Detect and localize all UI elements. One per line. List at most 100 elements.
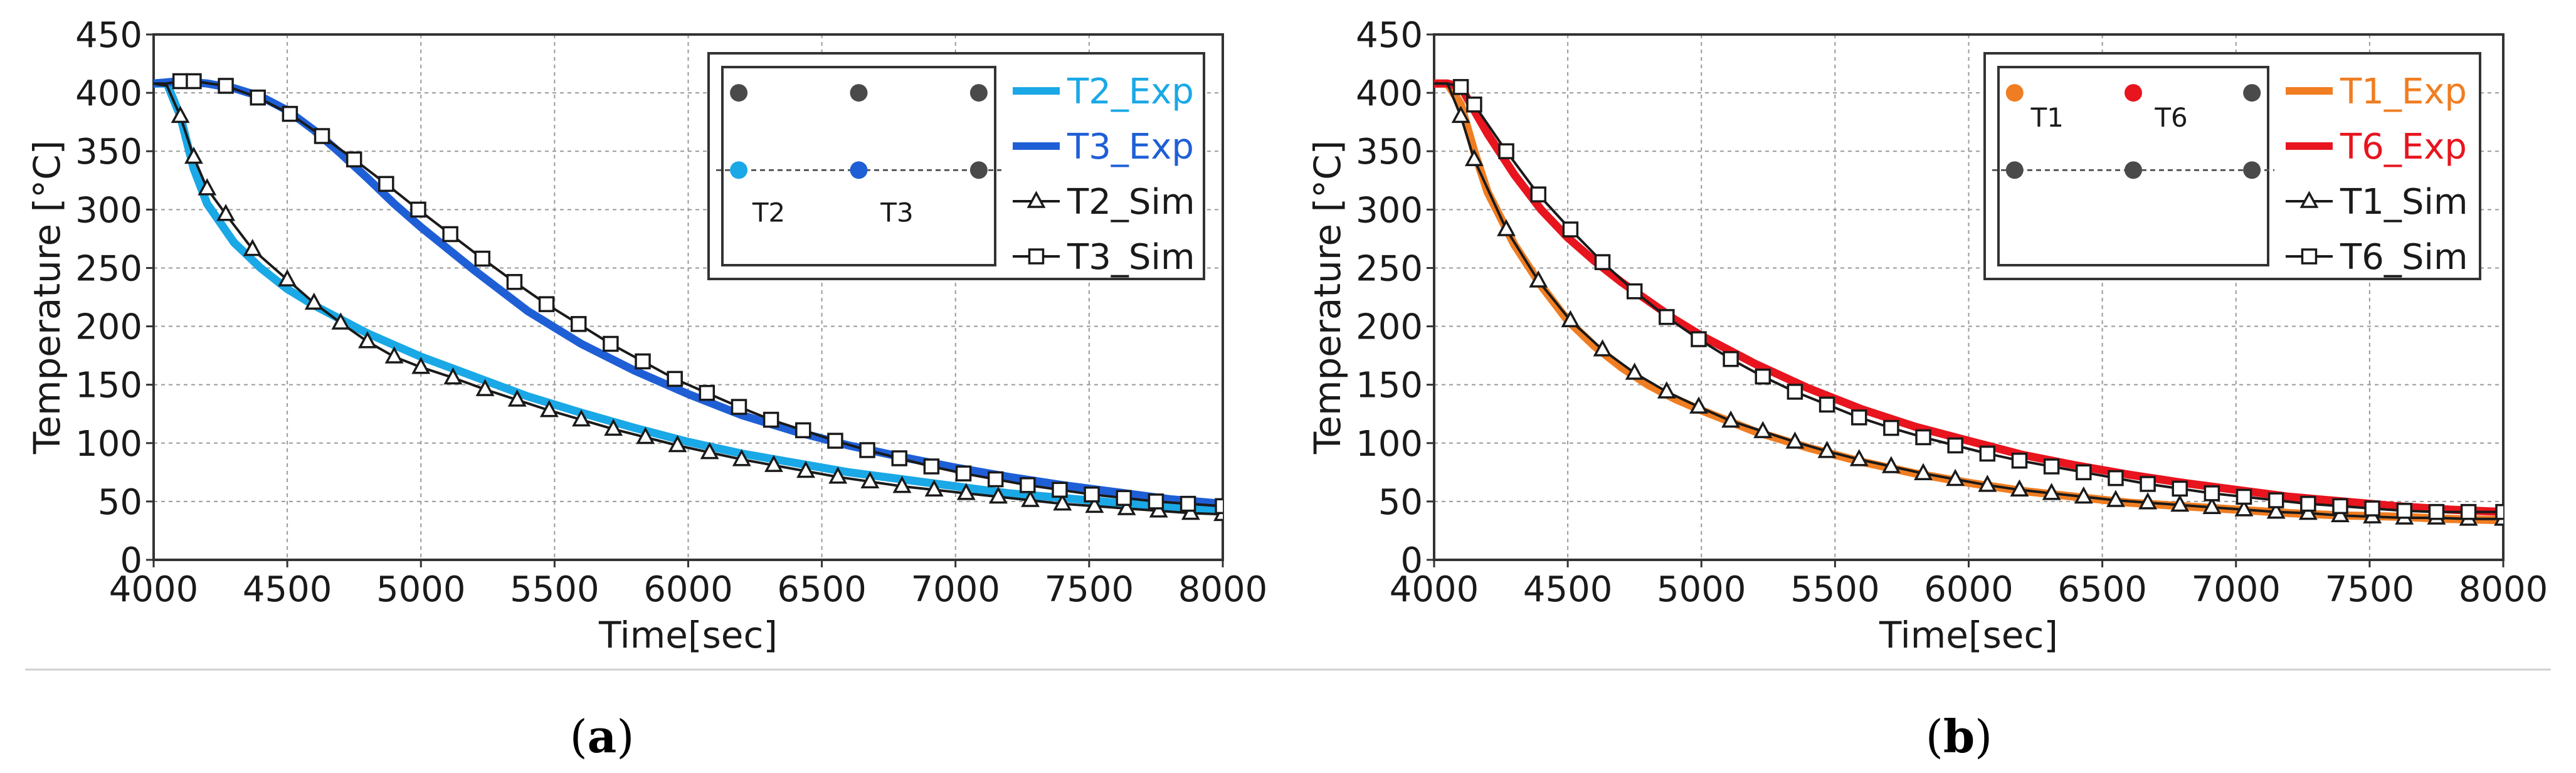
point-T6_Sim (1723, 350, 1739, 367)
sensor-dot (2243, 84, 2261, 102)
y-tick-label: 50 (1378, 482, 1423, 523)
x-tick-label: 6500 (777, 569, 867, 610)
point-T6_Sim (2428, 503, 2445, 520)
legend-marker (2301, 248, 2318, 265)
point-T3_Sim (891, 450, 907, 466)
point-T1_Sim (1817, 441, 1837, 458)
point-T3_Sim (699, 384, 715, 401)
sensor-dot (2005, 84, 2024, 102)
point-T2_Sim (216, 204, 236, 221)
point-T3_Sim (506, 274, 523, 290)
panel-caption: (a) (570, 710, 635, 763)
point-T6_Sim (2076, 464, 2092, 481)
point-T6_Sim (1562, 221, 1579, 238)
point-T3_Sim (731, 399, 747, 415)
point-T1_Sim (1529, 270, 1548, 288)
sensor-dot (2125, 84, 2142, 102)
point-T6_Sim (1755, 368, 1771, 385)
point-T6_Sim (1530, 186, 1546, 202)
sensor-dot (730, 84, 748, 102)
point-T2_Sim (700, 442, 719, 460)
point-T2_Sim (1117, 498, 1136, 515)
point-T1_Sim (1721, 410, 1741, 428)
sensor-dot (730, 161, 748, 179)
y-tick-label: 200 (1356, 307, 1423, 348)
point-T3_Sim (570, 316, 587, 332)
point-T6_Sim (2267, 492, 2284, 508)
point-T2_Sim (989, 486, 1008, 504)
x-tick-label: 5500 (1790, 569, 1880, 610)
legend-label-T6_Sim: T6_Sim (2340, 237, 2468, 278)
y-tick-label: 350 (75, 132, 142, 172)
sensor-inset: T1 T6 (1992, 66, 2274, 266)
point-T2_Sim (475, 379, 495, 396)
legend-marker (2299, 191, 2319, 208)
point-T2_Sim (198, 178, 217, 196)
x-tick-label: 5500 (510, 569, 599, 610)
point-T3_Sim (667, 371, 683, 387)
y-tick-label: 100 (1356, 424, 1423, 465)
point-T3_Sim (410, 201, 426, 218)
point-T3_Sim (1116, 490, 1132, 507)
sensor-dot (969, 84, 988, 102)
point-T1_Sim (1451, 105, 1470, 124)
point-T2_Sim (1181, 502, 1200, 520)
y-axis-label: Temperature [°C] (26, 140, 68, 455)
point-T1_Sim (2331, 505, 2350, 522)
legend-label-T3_Sim: T3_Sim (1067, 237, 1195, 278)
x-tick-label: 8000 (1178, 569, 1268, 610)
x-tick-label: 7000 (911, 569, 1000, 610)
point-T1_Sim (2202, 497, 2222, 514)
panel-a-chart: 4000 4500 5000 5500 6000 6500 7000 7500 8000 0 50 1… (26, 15, 1267, 763)
point-T1_Sim (2266, 501, 2286, 519)
point-T6_Sim (2140, 476, 2156, 492)
x-tick-label: 7500 (1045, 569, 1134, 610)
y-tick-label: 250 (75, 248, 142, 289)
point-T2_Sim (636, 426, 655, 444)
point-T1_Sim (1625, 362, 1644, 380)
y-tick-label: 150 (75, 365, 142, 406)
point-T2_Sim (604, 418, 623, 436)
y-tick-label: 100 (75, 424, 142, 465)
sensor-label: T2 (752, 197, 785, 228)
point-T6_Sim (1466, 96, 1482, 113)
point-T2_Sim (1085, 495, 1104, 513)
point-T2_Sim (278, 269, 297, 287)
legend-label-T6_Exp: T6_Exp (2340, 127, 2467, 167)
y-tick-label: 50 (98, 482, 142, 523)
point-T1_Sim (1753, 421, 1773, 438)
y-tick-label: 300 (1356, 190, 1423, 231)
point-T2_Sim (443, 367, 463, 385)
point-T2_Sim (828, 466, 848, 484)
point-T1_Sim (1689, 396, 1708, 414)
legend-label-T2_Exp: T2_Exp (1067, 71, 1194, 112)
point-T6_Sim (1947, 437, 1963, 454)
point-T6_Sim (2332, 498, 2348, 515)
point-T6_Sim (2396, 503, 2413, 519)
point-T1_Sim (1785, 431, 1805, 449)
point-T2_Sim (956, 483, 976, 500)
point-T6_Sim (2495, 503, 2503, 520)
point-T6_Sim (1787, 384, 1803, 400)
point-T2_Sim (539, 399, 559, 418)
point-T1_Sim (1978, 475, 1997, 492)
point-T6_Sim (1979, 445, 1996, 462)
point-T2_Sim (892, 476, 912, 493)
series-line-T2_Exp (154, 79, 1223, 515)
point-T2_Sim (796, 460, 815, 478)
point-T1_Sim (1849, 449, 1869, 466)
point-T3_Sim (282, 105, 298, 122)
x-axis-label: Time[sec] (1879, 614, 2058, 656)
y-tick-label: 0 (1400, 540, 1423, 581)
point-T6_Sim (1594, 254, 1611, 270)
point-T1_Sim (2138, 492, 2158, 510)
point-T1_Sim (1657, 381, 1676, 399)
point-T2_Sim (171, 105, 190, 124)
point-T3_Sim (1052, 481, 1068, 498)
point-T3_Sim (186, 73, 202, 90)
point-T3_Sim (538, 296, 555, 312)
point-T1_Sim (1464, 149, 1484, 167)
legend-marker (1028, 248, 1045, 265)
y-tick-label: 200 (75, 307, 142, 348)
